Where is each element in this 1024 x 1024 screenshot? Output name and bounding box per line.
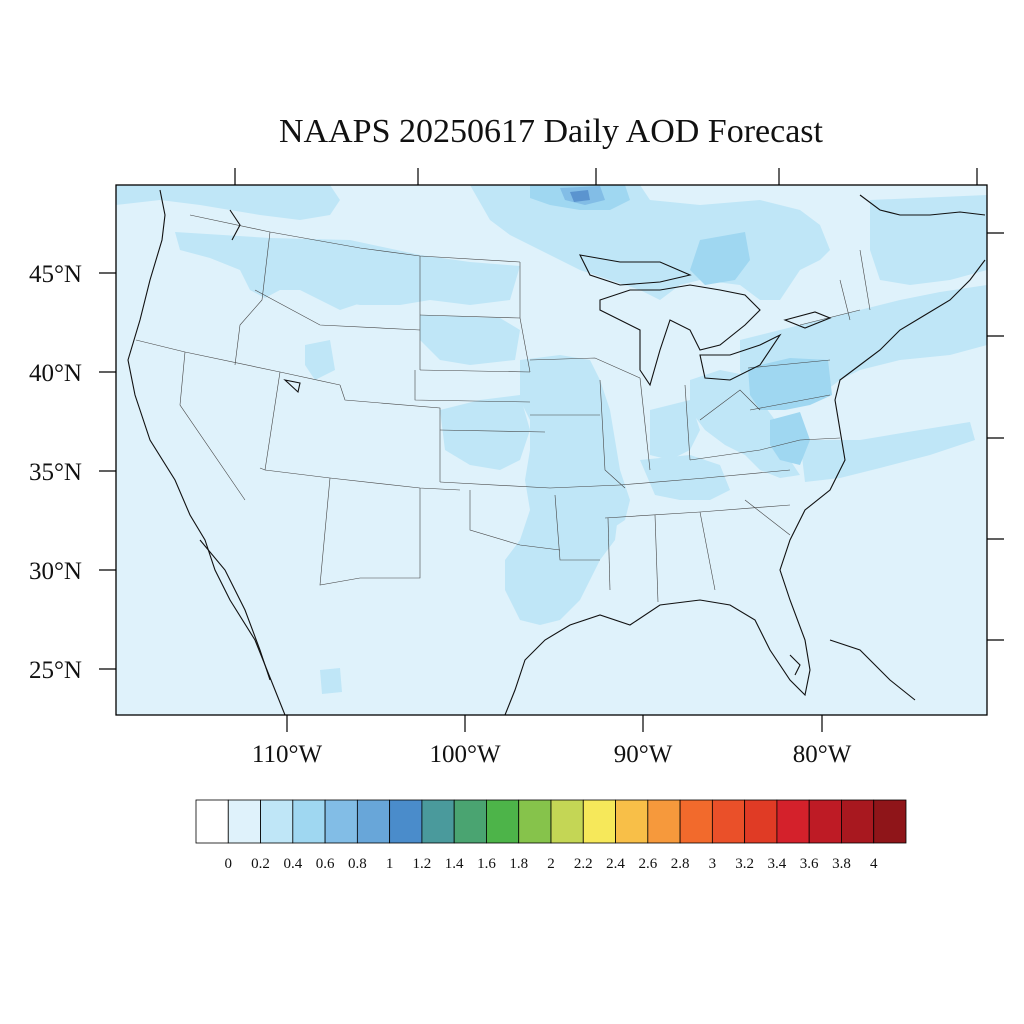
colorbar-swatch: [518, 799, 552, 844]
colorbar-tick-label: 3: [709, 856, 717, 872]
colorbar-tick-label: 4: [870, 856, 878, 872]
colorbar-tick-label: 2.2: [574, 856, 593, 872]
latitude-labels: 45°N 40°N 35°N 30°N 25°N: [29, 261, 82, 684]
colorbar-swatch: [550, 799, 584, 844]
aod-colorbar: 0 0.2 0.4 0.6 0.8 1 1.2 1.4 1.6 1.8 2 2.2 2.4 2.6 2.8 3…: [195, 799, 907, 872]
colorbar-swatch: [389, 799, 423, 844]
colorbar-tick-label: 1.4: [445, 856, 464, 872]
lon-label: 100°W: [429, 741, 500, 768]
colorbar-swatch: [711, 799, 746, 844]
colorbar-swatch: [679, 799, 713, 844]
map-panel: [116, 185, 987, 715]
colorbar-swatch: [292, 799, 326, 844]
colorbar-swatch: [841, 799, 875, 844]
longitude-labels: 110°W 100°W 90°W 80°W: [252, 741, 852, 768]
colorbar-swatch: [615, 799, 649, 844]
colorbar-swatch: [356, 799, 391, 844]
colorbar-tick-label: 3.4: [768, 856, 787, 872]
colorbar-tick-label: 0.4: [283, 856, 302, 872]
colorbar-swatch: [453, 799, 487, 844]
map-frame: [115, 184, 988, 716]
lon-label: 80°W: [793, 741, 852, 768]
lat-label: 40°N: [29, 360, 82, 387]
colorbar-tick-label: 3.6: [800, 856, 819, 872]
colorbar-tick-label: 2.6: [638, 856, 657, 872]
colorbar-tick-label: 0: [225, 856, 233, 872]
bottom-ticks: [286, 715, 823, 732]
colorbar-tick-label: 2: [547, 856, 555, 872]
colorbar-swatch: [744, 799, 778, 844]
lat-label: 30°N: [29, 558, 82, 585]
lon-label: 110°W: [252, 741, 323, 768]
colorbar-tick-label: 3.8: [832, 856, 851, 872]
colorbar-swatch: [195, 799, 229, 844]
colorbar-swatch: [647, 799, 681, 844]
colorbar-tick-label: 2.8: [671, 856, 690, 872]
colorbar-tick-label: 0.8: [348, 856, 367, 872]
colorbar-tick-label: 1.8: [509, 856, 528, 872]
colorbar-swatch: [873, 799, 907, 844]
colorbar-swatch: [324, 799, 358, 844]
colorbar-swatch: [582, 799, 616, 844]
coastlines: [127, 189, 986, 715]
colorbar-tick-label: 1.2: [413, 856, 432, 872]
colorbar-tick-label: 2.4: [606, 856, 625, 872]
colorbar-swatch: [776, 799, 810, 844]
colorbar-tick-label: 0.2: [251, 856, 270, 872]
colorbar-swatch: [260, 799, 294, 844]
aod-shading-0.8-1.0: [570, 190, 590, 202]
top-ticks: [234, 168, 978, 185]
colorbar-swatch: [486, 799, 520, 844]
right-ticks: [987, 232, 1004, 641]
colorbar-tick-label: 3.2: [735, 856, 754, 872]
lat-label: 35°N: [29, 459, 82, 486]
left-ticks: [99, 272, 116, 670]
lon-label: 90°W: [614, 741, 673, 768]
colorbar-tick-label: 0.6: [316, 856, 335, 872]
colorbar-tick-label: 1.6: [477, 856, 496, 872]
colorbar-tick-label: 1: [386, 856, 394, 872]
map-title: NAAPS 20250617 Daily AOD Forecast: [279, 113, 824, 150]
colorbar-swatch: [808, 799, 842, 844]
lat-label: 25°N: [29, 657, 82, 684]
colorbar-swatch: [421, 799, 455, 844]
lat-label: 45°N: [29, 261, 82, 288]
colorbar-swatch: [227, 799, 261, 844]
